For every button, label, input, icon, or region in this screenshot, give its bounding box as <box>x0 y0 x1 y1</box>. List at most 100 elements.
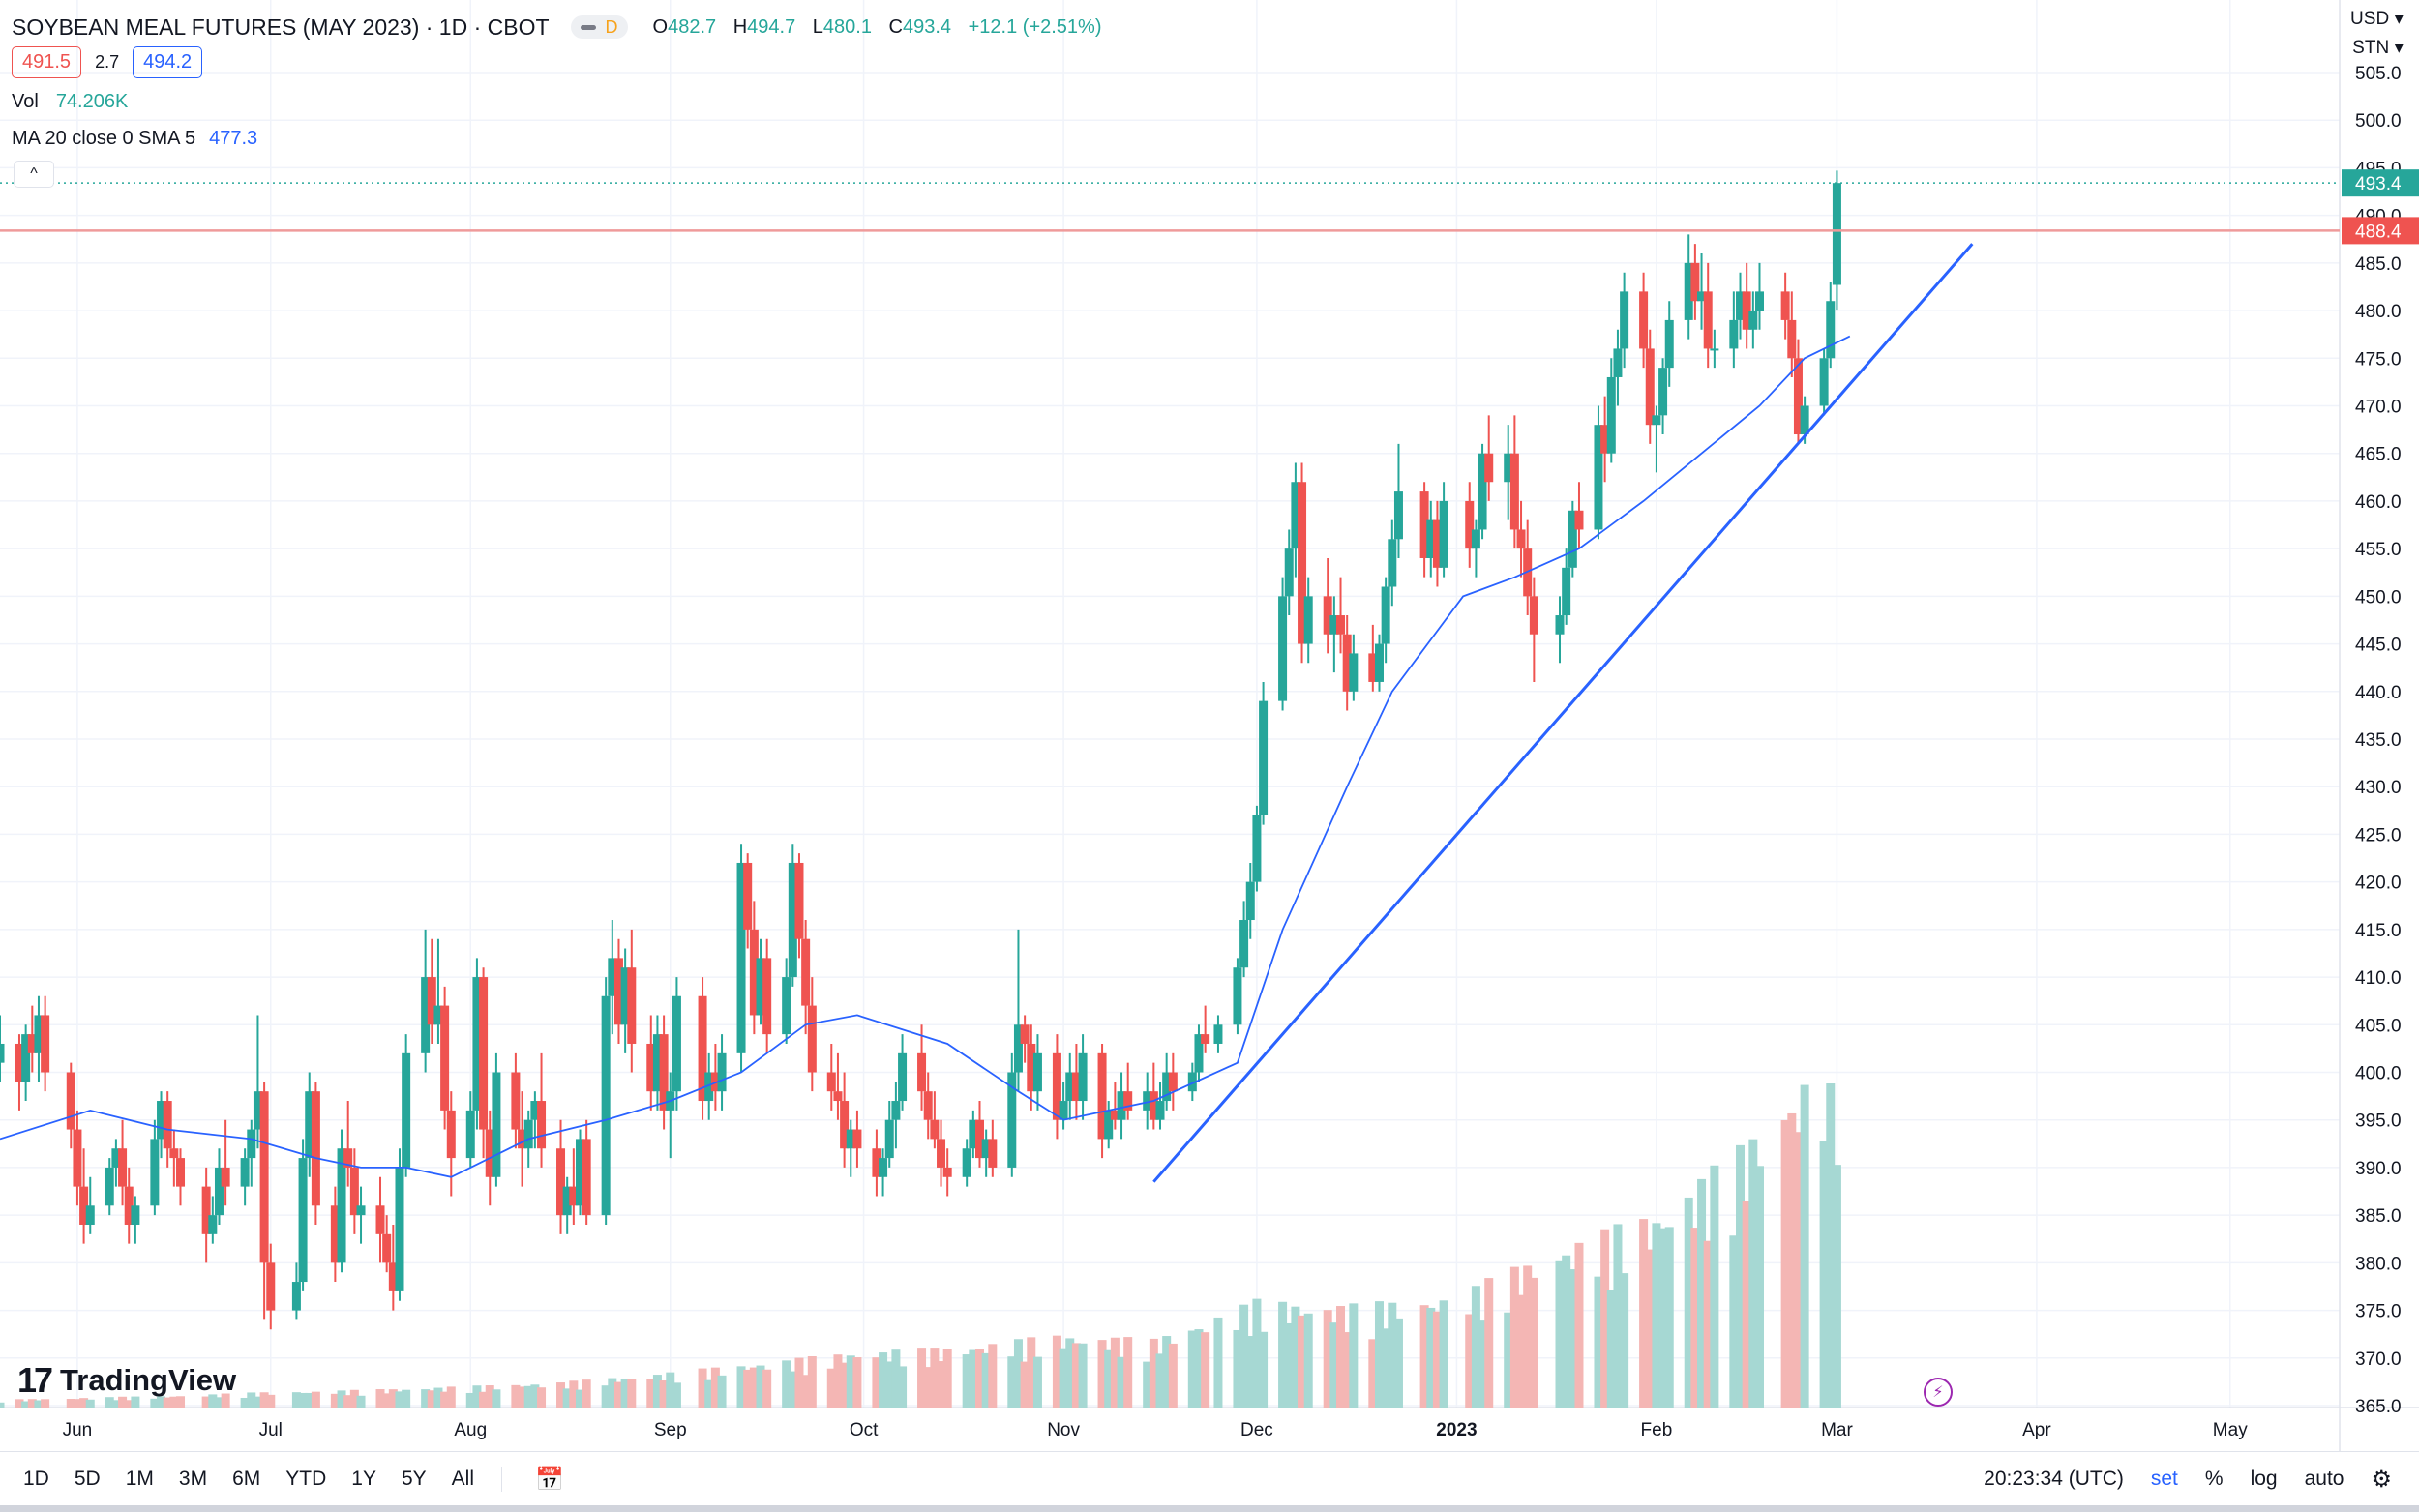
volume-bar <box>1594 1276 1603 1408</box>
percent-scale-button[interactable]: % <box>2204 1468 2224 1490</box>
candle-body <box>1664 319 1674 369</box>
unit-selector[interactable]: STN ▾ <box>2352 37 2404 59</box>
volume-bar <box>492 1389 501 1408</box>
time-tick-label: Sep <box>654 1420 687 1440</box>
session-set-button[interactable]: set <box>2150 1468 2178 1490</box>
candle-body <box>562 1186 572 1216</box>
volume-legend[interactable]: Vol 74.206K <box>12 91 128 113</box>
clock-time[interactable]: 20:23:34 (UTC) <box>1984 1468 2124 1490</box>
calendar-range-icon[interactable]: 📅 <box>535 1466 564 1493</box>
candle-body <box>511 1072 521 1130</box>
candle-body <box>518 1129 527 1149</box>
volume-bar <box>440 1391 450 1408</box>
volume-bar <box>85 1399 95 1408</box>
candle-body <box>1800 405 1809 435</box>
lightning-icon[interactable]: ⚡ <box>1924 1378 1953 1407</box>
candle-body <box>601 995 611 1216</box>
currency-selector[interactable]: USD ▾ <box>2350 8 2404 30</box>
candle-body <box>337 1148 346 1263</box>
candle-body <box>1187 1072 1197 1092</box>
ma-legend[interactable]: MA 20 close 0 SMA 5 477.3 <box>12 128 257 150</box>
symbol-title[interactable]: SOYBEAN MEAL FUTURES (MAY 2023) · 1D · C… <box>12 14 550 40</box>
volume-bar <box>1736 1144 1746 1408</box>
candle-body <box>627 967 637 1044</box>
horizontal-scrollbar[interactable] <box>0 1505 2419 1512</box>
volume-bar <box>201 1396 211 1408</box>
volume-bar <box>898 1366 908 1408</box>
candle-body <box>826 1072 836 1092</box>
candle-body <box>105 1167 114 1206</box>
candle-body <box>833 1091 843 1102</box>
volume-bar <box>111 1400 121 1408</box>
settings-gear-icon[interactable]: ⚙ <box>2371 1466 2392 1493</box>
volume-bar <box>1303 1313 1313 1408</box>
candle-body <box>1374 643 1384 682</box>
open-value: 482.7 <box>668 15 717 38</box>
auto-scale-button[interactable]: auto <box>2304 1468 2344 1490</box>
time-tick-label: Oct <box>850 1420 879 1440</box>
range-3m-button[interactable]: 3M <box>178 1468 208 1490</box>
candle-body <box>1471 529 1480 549</box>
volume-bar <box>1800 1084 1809 1408</box>
volume-bar <box>163 1397 172 1408</box>
candle-body <box>1097 1052 1107 1140</box>
candle-body <box>1690 262 1700 302</box>
chevron-up-icon: ^ <box>30 165 38 182</box>
candle-body <box>749 929 759 1016</box>
volume-bar <box>917 1348 927 1408</box>
volume-bar <box>1432 1311 1442 1408</box>
volume-bar <box>1729 1235 1739 1408</box>
sell-price-button[interactable]: 491.5 <box>12 46 82 78</box>
log-scale-button[interactable]: log <box>2250 1468 2278 1490</box>
level-price-tag-bg <box>2342 217 2419 245</box>
collapse-legend-button[interactable]: ^ <box>14 161 54 188</box>
ma-label: MA 20 close 0 SMA 5 <box>12 128 196 149</box>
chart-canvas[interactable]: 365.0 370.0 375.0 380.0 385.0 390.0 395.0 400.0… <box>0 0 2419 1451</box>
volume-bar <box>1742 1201 1751 1408</box>
range-5d-button[interactable]: 5D <box>74 1468 101 1490</box>
volume-bar <box>1155 1353 1165 1408</box>
volume-bar <box>375 1389 385 1408</box>
candle-body <box>608 958 617 996</box>
open-label: O <box>652 15 669 38</box>
range-all-button[interactable]: All <box>451 1468 474 1490</box>
range-1d-button[interactable]: 1D <box>23 1468 49 1490</box>
candle-body <box>974 1119 984 1159</box>
range-1m-button[interactable]: 1M <box>125 1468 154 1490</box>
volume-bar <box>0 1402 5 1408</box>
candle-body <box>402 1052 411 1168</box>
market-status-pill[interactable]: D <box>570 15 628 39</box>
volume-bar <box>1613 1224 1623 1408</box>
price-tick-label: 485.0 <box>2355 254 2402 275</box>
high-value: 494.7 <box>747 15 796 38</box>
range-ytd-button[interactable]: YTD <box>285 1468 327 1490</box>
range-5y-button[interactable]: 5Y <box>401 1468 427 1490</box>
time-tick-label: Feb <box>1641 1420 1673 1440</box>
volume-bar <box>1393 1318 1403 1408</box>
volume-bar <box>852 1357 862 1408</box>
bid-ask-row: 491.5 2.7 494.2 <box>12 46 203 78</box>
candle-body <box>41 1015 50 1073</box>
candle-body <box>1110 1110 1120 1120</box>
volume-bar <box>1478 1320 1487 1408</box>
candle-body <box>1426 519 1436 558</box>
status-dash-icon <box>580 24 596 30</box>
volume-bar <box>1509 1266 1519 1408</box>
candle-body <box>1639 291 1649 349</box>
candle-body <box>1342 634 1352 692</box>
low-label: L <box>812 15 823 38</box>
candle-body <box>1645 348 1655 426</box>
price-tick-label: 430.0 <box>2355 778 2402 798</box>
price-axis: 365.0 370.0 375.0 380.0 385.0 390.0 395.0 400.0… <box>2342 64 2419 1417</box>
volume-bar <box>879 1352 888 1408</box>
volume-bar <box>530 1384 540 1408</box>
buy-price-button[interactable]: 494.2 <box>133 46 203 78</box>
candle-body <box>1388 539 1397 587</box>
volume-bar <box>1381 1328 1390 1408</box>
volume-bar <box>988 1344 998 1408</box>
range-1y-button[interactable]: 1Y <box>351 1468 376 1490</box>
volume-bar <box>736 1366 746 1408</box>
tradingview-logo[interactable]: 17 TradingView <box>17 1360 236 1401</box>
volume-bar <box>1780 1119 1790 1408</box>
range-6m-button[interactable]: 6M <box>232 1468 261 1490</box>
